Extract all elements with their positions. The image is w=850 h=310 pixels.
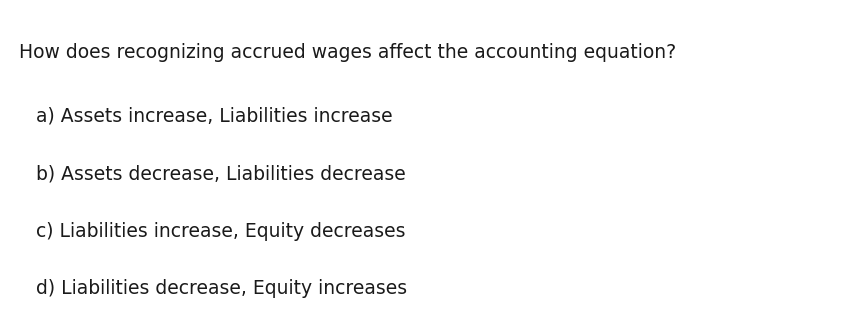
Text: b) Assets decrease, Liabilities decrease: b) Assets decrease, Liabilities decrease [36, 164, 405, 183]
Text: c) Liabilities increase, Equity decreases: c) Liabilities increase, Equity decrease… [36, 222, 405, 241]
Text: d) Liabilities decrease, Equity increases: d) Liabilities decrease, Equity increase… [36, 279, 407, 298]
Text: How does recognizing accrued wages affect the accounting equation?: How does recognizing accrued wages affec… [19, 43, 676, 62]
Text: a) Assets increase, Liabilities increase: a) Assets increase, Liabilities increase [36, 107, 393, 126]
